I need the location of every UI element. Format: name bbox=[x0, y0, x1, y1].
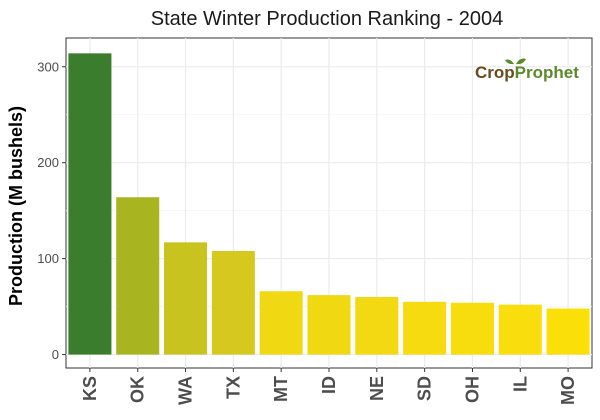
x-axis: KS OK WA TX MT ID NE SD OH IL MO bbox=[80, 368, 578, 405]
y-tick-label: 100 bbox=[37, 251, 59, 266]
chart-title: State Winter Production Ranking - 2004 bbox=[151, 8, 503, 30]
x-tick-label: SD bbox=[415, 376, 435, 401]
x-tick-label: WA bbox=[176, 376, 196, 405]
x-tick-label: MT bbox=[271, 376, 291, 402]
bar-ok bbox=[116, 197, 160, 355]
x-tick-label: MO bbox=[558, 376, 578, 405]
bar-wa bbox=[164, 242, 208, 355]
x-tick-label: ID bbox=[319, 376, 339, 394]
y-axis-label: Production (M bushels) bbox=[6, 106, 26, 306]
svg-text:CropProphet: CropProphet bbox=[475, 63, 579, 82]
bar-mt bbox=[259, 291, 303, 355]
bar-il bbox=[498, 304, 542, 355]
y-axis: 0 100 200 300 bbox=[37, 59, 66, 362]
logo: CropProphet bbox=[475, 58, 579, 82]
bar-oh bbox=[450, 302, 494, 355]
x-tick-label: KS bbox=[80, 376, 100, 401]
bar-id bbox=[307, 295, 351, 355]
bar-ne bbox=[355, 297, 399, 355]
bar-sd bbox=[403, 301, 447, 355]
logo-text-prophet: Prophet bbox=[515, 63, 580, 82]
y-tick-label: 200 bbox=[37, 155, 59, 170]
leaf-sprout-icon bbox=[505, 58, 526, 65]
y-tick-label: 0 bbox=[52, 347, 59, 362]
logo-text-crop: Crop bbox=[475, 63, 515, 82]
x-tick-label: NE bbox=[367, 376, 387, 401]
y-tick-label: 300 bbox=[37, 59, 59, 74]
x-tick-label: OH bbox=[462, 376, 482, 403]
bars bbox=[68, 53, 590, 355]
bar-ks bbox=[68, 53, 112, 355]
bar-tx bbox=[211, 250, 255, 355]
x-tick-label: TX bbox=[223, 376, 243, 399]
x-tick-label: OK bbox=[128, 376, 148, 403]
x-tick-label: IL bbox=[510, 376, 530, 392]
bar-mo bbox=[546, 308, 590, 355]
